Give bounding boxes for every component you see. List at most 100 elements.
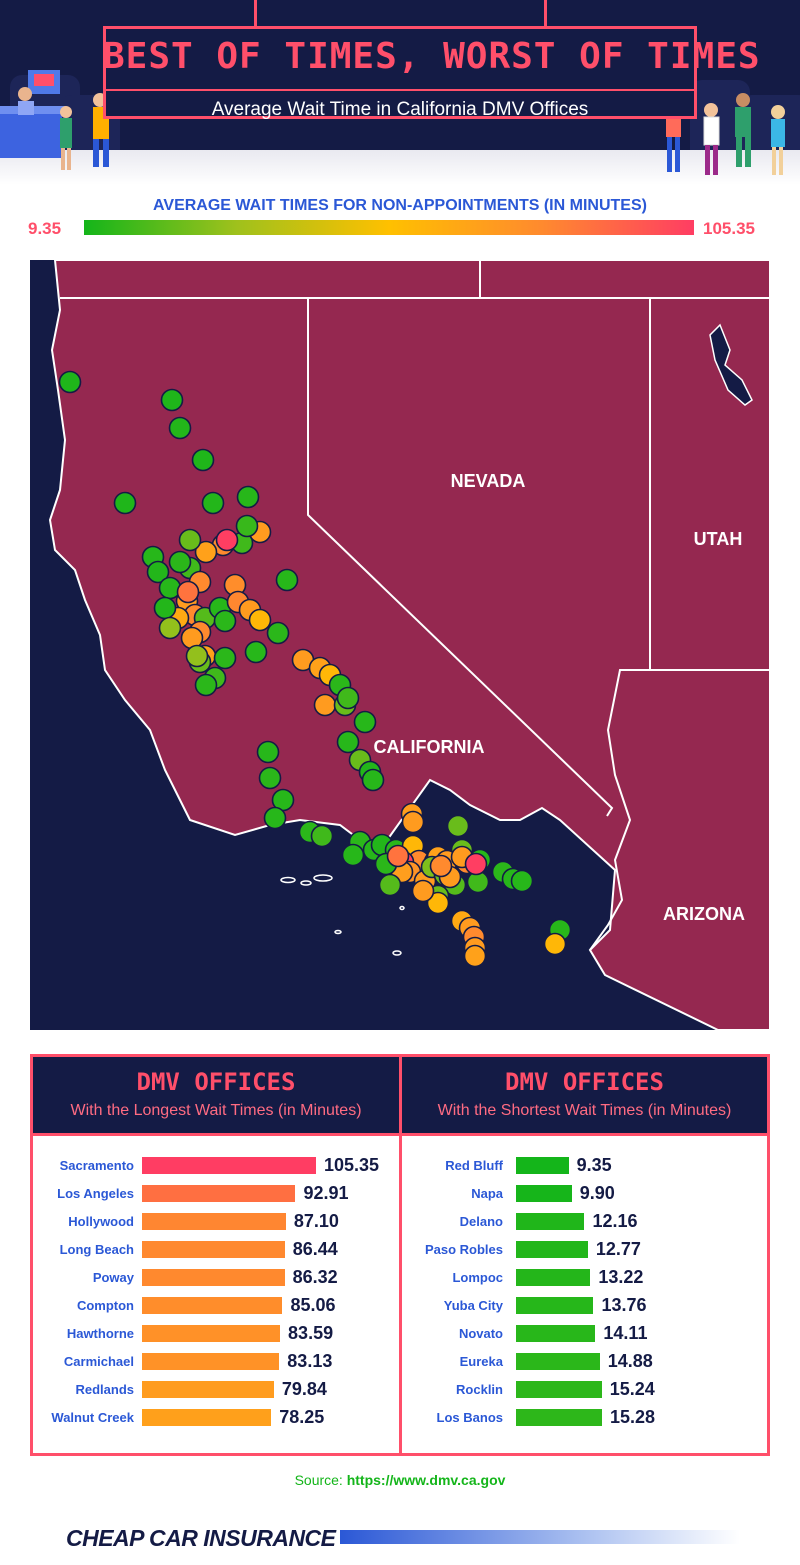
- value-label: 83.59: [288, 1323, 334, 1343]
- office-dot: [543, 932, 567, 956]
- value-label: 14.11: [603, 1323, 648, 1343]
- value-label: 85.06: [290, 1295, 336, 1315]
- footer-stripe: [340, 1530, 740, 1544]
- bar: [516, 1269, 591, 1286]
- legend-max-label: 105.35: [703, 219, 755, 238]
- city-label: Poway: [92, 1270, 134, 1285]
- office-dot: [194, 673, 218, 697]
- office-dot: [275, 568, 299, 592]
- bar: [142, 1241, 285, 1258]
- city-label: Hawthorne: [66, 1326, 134, 1341]
- value-label: 9.35: [576, 1155, 612, 1175]
- bar: [516, 1381, 602, 1398]
- state-label-california: CALIFORNIA: [374, 737, 485, 757]
- bar: [142, 1297, 283, 1314]
- office-dot: [160, 388, 184, 412]
- office-dot: [463, 944, 487, 968]
- office-dot: [178, 528, 202, 552]
- office-dot: [258, 766, 282, 790]
- city-label: Yuba City: [443, 1298, 503, 1313]
- legend-title: AVERAGE WAIT TIMES FOR NON-APPOINTMENTS …: [153, 197, 647, 214]
- island: [300, 880, 312, 886]
- office-dot: [464, 852, 488, 876]
- office-dot: [378, 873, 402, 897]
- bar: [142, 1409, 272, 1426]
- office-dot: [244, 640, 268, 664]
- value-label: 12.16: [592, 1211, 638, 1231]
- value-label: 86.44: [292, 1239, 338, 1259]
- office-dot: [248, 608, 272, 632]
- island: [280, 876, 296, 884]
- legend-gradient-bar: [84, 220, 694, 235]
- city-label: Los Banos: [436, 1410, 503, 1425]
- office-dot: [353, 710, 377, 734]
- city-label: Sacramento: [59, 1158, 134, 1173]
- bar: [142, 1213, 286, 1230]
- city-label: Lompoc: [452, 1270, 503, 1285]
- office-dot: [256, 740, 280, 764]
- office-dot: [113, 491, 137, 515]
- city-label: Red Bluff: [445, 1158, 503, 1173]
- value-label: 14.88: [607, 1351, 653, 1371]
- office-dot: [336, 730, 360, 754]
- bar: [516, 1409, 602, 1426]
- office-dot: [341, 843, 365, 867]
- longest-panel-subtitle: With the Longest Wait Times (in Minutes): [70, 1102, 362, 1119]
- city-label: Walnut Creek: [51, 1410, 134, 1425]
- value-label: 9.90: [579, 1183, 615, 1203]
- source-link[interactable]: https://www.dmv.ca.gov: [346, 1472, 506, 1488]
- great-salt-lake: [709, 323, 753, 406]
- office-dot: [201, 491, 225, 515]
- office-dot: [310, 824, 334, 848]
- office-dot: [336, 686, 360, 710]
- city-label: Napa: [471, 1186, 503, 1201]
- island: [399, 905, 405, 911]
- value-label: 13.22: [598, 1267, 644, 1287]
- source-line: Source: https://www.dmv.ca.gov: [0, 1472, 800, 1488]
- bar: [142, 1185, 296, 1202]
- office-dot: [446, 814, 470, 838]
- bar: [516, 1185, 572, 1202]
- city-label: Hollywood: [68, 1214, 134, 1229]
- office-dot: [213, 646, 237, 670]
- arizona-border: [589, 669, 650, 951]
- state-label-arizona: ARIZONA: [663, 904, 745, 924]
- office-dot: [411, 879, 435, 903]
- value-label: 15.24: [609, 1379, 655, 1399]
- office-dot: [426, 891, 450, 915]
- office-dot: [401, 810, 425, 834]
- shortest-panel-title: DMV OFFICES: [505, 1068, 664, 1096]
- bar: [142, 1157, 316, 1174]
- island: [392, 950, 402, 956]
- nevada-border: [307, 298, 614, 817]
- office-dot: [215, 528, 239, 552]
- city-label: Paso Robles: [424, 1242, 503, 1257]
- title-divider: [106, 89, 694, 91]
- bar: [516, 1213, 585, 1230]
- california-dmv-map: NEVADA UTAH CALIFORNIA ARIZONA: [30, 260, 770, 1030]
- office-dot: [429, 854, 453, 878]
- office-dot: [168, 550, 192, 574]
- legend-min-label: 9.35: [28, 219, 62, 238]
- brand-logo: CHEAP CAR INSURANCE: [66, 1525, 336, 1551]
- office-dot: [153, 596, 177, 620]
- value-label: 79.84: [281, 1379, 327, 1399]
- bar: [142, 1269, 285, 1286]
- bar: [516, 1353, 600, 1370]
- value-label: 86.32: [292, 1267, 338, 1287]
- city-label: Carmichael: [63, 1354, 134, 1369]
- dmv-counter-illustration: [0, 70, 109, 170]
- bar: [516, 1157, 569, 1174]
- office-dot: [236, 485, 260, 509]
- office-dot: [266, 621, 290, 645]
- office-dot: [194, 540, 218, 564]
- city-label: Redlands: [75, 1382, 134, 1397]
- bar: [516, 1297, 594, 1314]
- value-label: 13.76: [601, 1295, 647, 1315]
- shortest-panel-body: [399, 1133, 770, 1456]
- office-dot: [235, 514, 259, 538]
- value-label: 78.25: [279, 1407, 325, 1427]
- office-dot: [386, 844, 410, 868]
- value-label: 12.77: [595, 1239, 641, 1259]
